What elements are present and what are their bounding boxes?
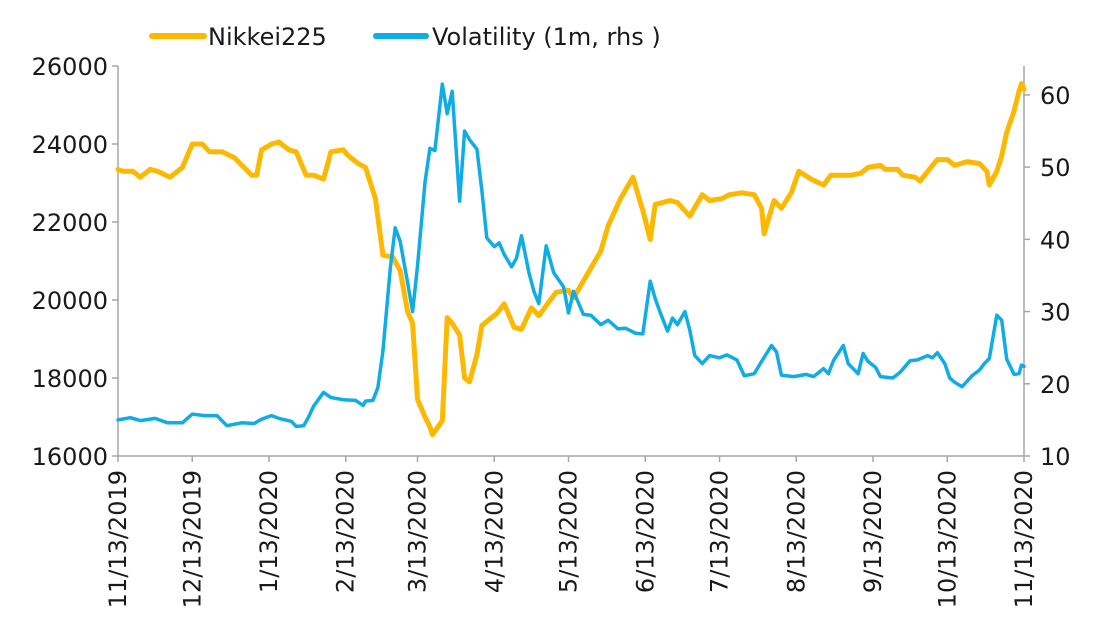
right-y-tick-label: 40 [1040, 226, 1071, 254]
x-axis-ticks: 11/13/2019 12/13/2019 1/13/2020 2/13/2020 3/… [104, 456, 1038, 608]
x-tick-label: 11/13/2020 [1010, 470, 1038, 608]
plot-area: 16000 18000 20000 22000 24000 26000 10 20 30 40 5… [32, 53, 1071, 608]
series-line-volatility [116, 82, 1026, 429]
legend-label-volatility: Volatility (1m, rhs ) [432, 23, 661, 51]
x-tick-label: 1/13/2020 [255, 470, 283, 593]
x-tick-label: 12/13/2019 [178, 470, 206, 608]
left-y-tick-label: 24000 [32, 131, 108, 159]
series-line-nikkei225 [115, 81, 1027, 438]
left-y-tick-label: 16000 [32, 443, 108, 471]
left-y-tick-label: 20000 [32, 287, 108, 315]
left-y-axis-ticks: 16000 18000 20000 22000 24000 26000 [32, 53, 118, 471]
x-tick-label: 9/13/2020 [859, 470, 887, 593]
right-y-tick-label: 60 [1040, 82, 1071, 110]
left-y-tick-label: 22000 [32, 209, 108, 237]
left-y-tick-label: 18000 [32, 365, 108, 393]
x-tick-label: 3/13/2020 [404, 470, 432, 593]
x-tick-label: 8/13/2020 [782, 470, 810, 593]
x-tick-label: 5/13/2020 [555, 470, 583, 593]
right-y-tick-label: 20 [1040, 371, 1071, 399]
legend-label-nikkei225: Nikkei225 [208, 23, 327, 51]
right-y-tick-label: 30 [1040, 299, 1071, 327]
legend: Nikkei225 Volatility (1m, rhs ) [149, 23, 661, 51]
x-tick-label: 6/13/2020 [631, 470, 659, 593]
x-tick-label: 4/13/2020 [480, 470, 508, 593]
x-tick-label: 7/13/2020 [706, 470, 734, 593]
x-tick-label: 2/13/2020 [332, 470, 360, 593]
left-y-tick-label: 26000 [32, 53, 108, 81]
right-y-axis-ticks: 10 20 30 40 50 60 [1024, 82, 1071, 471]
right-y-tick-label: 10 [1040, 443, 1071, 471]
x-tick-label: 10/13/2020 [933, 470, 961, 608]
x-tick-label: 11/13/2019 [104, 470, 132, 608]
right-y-tick-label: 50 [1040, 154, 1071, 182]
